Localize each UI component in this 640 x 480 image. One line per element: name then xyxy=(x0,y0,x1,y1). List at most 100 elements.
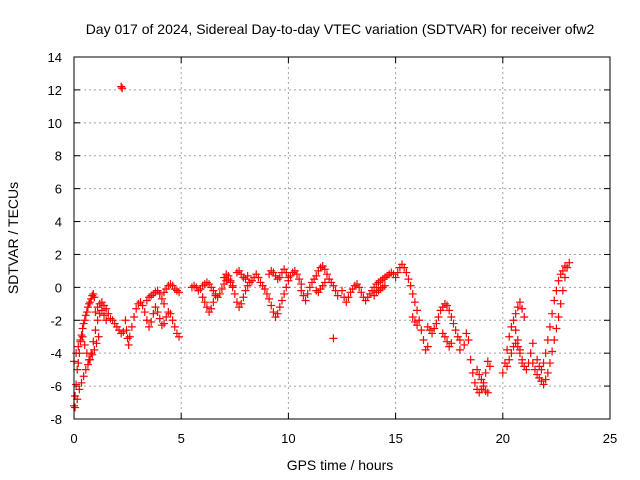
data-point xyxy=(91,308,100,317)
data-point xyxy=(254,273,263,282)
data-point xyxy=(74,342,83,351)
data-points xyxy=(70,82,574,412)
data-point xyxy=(301,296,310,305)
data-point xyxy=(140,308,149,317)
data-point xyxy=(164,308,173,317)
data-point xyxy=(556,299,565,308)
data-point xyxy=(520,312,529,321)
data-point xyxy=(528,339,537,348)
data-point xyxy=(92,339,101,348)
data-point xyxy=(305,283,314,292)
y-tick-label: 4 xyxy=(55,215,62,230)
data-point xyxy=(391,273,400,282)
data-point xyxy=(160,319,169,328)
data-point xyxy=(123,334,132,343)
data-point xyxy=(554,276,563,285)
y-tick-label: 6 xyxy=(55,182,62,197)
data-point xyxy=(149,309,158,318)
data-point xyxy=(473,365,482,374)
x-tick-label: 20 xyxy=(496,431,510,446)
data-point xyxy=(417,326,426,335)
data-point xyxy=(226,276,235,285)
data-point xyxy=(312,271,321,280)
data-point xyxy=(265,294,274,303)
y-tick-label: 0 xyxy=(55,280,62,295)
data-point xyxy=(155,314,164,323)
data-point xyxy=(565,258,574,267)
data-point xyxy=(430,324,439,333)
x-tick-label: 5 xyxy=(178,431,185,446)
data-point xyxy=(380,281,389,290)
data-point xyxy=(460,340,469,349)
data-point xyxy=(83,303,92,312)
data-point xyxy=(445,306,454,315)
data-point xyxy=(160,299,169,308)
data-point xyxy=(217,285,226,294)
data-point xyxy=(80,340,89,349)
data-point xyxy=(118,84,127,93)
data-point xyxy=(74,359,83,368)
data-point xyxy=(554,312,563,321)
data-point xyxy=(477,375,486,384)
data-point xyxy=(147,317,156,326)
data-point xyxy=(273,309,282,318)
data-point xyxy=(170,322,179,331)
data-point xyxy=(175,288,184,297)
data-point xyxy=(443,301,452,310)
data-point xyxy=(539,359,548,368)
data-point xyxy=(77,331,86,340)
data-point xyxy=(449,319,458,328)
data-point xyxy=(71,403,80,412)
data-point xyxy=(78,324,87,333)
y-tick-label: 2 xyxy=(55,247,62,262)
data-point xyxy=(282,268,291,277)
x-tick-label: 0 xyxy=(70,431,77,446)
data-point xyxy=(447,339,456,348)
data-point xyxy=(415,316,424,325)
data-point xyxy=(483,357,492,366)
data-point xyxy=(543,368,552,377)
data-point xyxy=(515,349,524,358)
data-point xyxy=(548,347,557,356)
data-point xyxy=(86,355,95,364)
data-point xyxy=(329,281,338,290)
data-point xyxy=(498,368,507,377)
data-point xyxy=(79,372,88,381)
data-point xyxy=(243,271,252,280)
data-point xyxy=(428,329,437,338)
data-point xyxy=(168,316,177,325)
data-point xyxy=(505,332,514,341)
data-point xyxy=(155,289,164,298)
data-point xyxy=(507,349,516,358)
data-point xyxy=(79,319,88,328)
data-point xyxy=(543,336,552,345)
data-point xyxy=(455,345,464,354)
data-point xyxy=(475,370,484,379)
data-point xyxy=(232,268,241,277)
data-point xyxy=(202,303,211,312)
data-point xyxy=(97,306,106,315)
data-point xyxy=(85,299,94,308)
data-point xyxy=(241,286,250,295)
data-point xyxy=(466,355,475,364)
data-point xyxy=(122,326,131,335)
data-point xyxy=(198,293,207,302)
x-tick-label: 15 xyxy=(388,431,402,446)
data-point xyxy=(432,319,441,328)
data-point xyxy=(537,365,546,374)
data-point xyxy=(423,342,432,351)
data-point xyxy=(320,278,329,287)
data-point xyxy=(518,359,527,368)
data-point xyxy=(292,270,301,279)
data-point xyxy=(548,309,557,318)
data-point xyxy=(73,365,82,374)
data-point xyxy=(552,324,561,333)
data-point xyxy=(400,263,409,272)
data-point xyxy=(505,355,514,364)
data-point xyxy=(78,332,87,341)
data-point xyxy=(260,285,269,294)
data-point xyxy=(513,303,522,312)
data-point xyxy=(320,265,329,274)
data-point xyxy=(157,294,166,303)
